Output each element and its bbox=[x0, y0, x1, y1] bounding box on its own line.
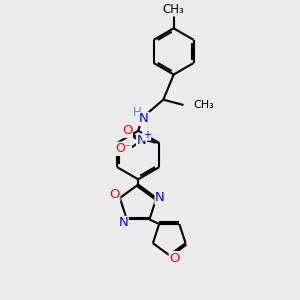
Text: +: + bbox=[143, 130, 151, 140]
Text: N: N bbox=[136, 134, 146, 147]
Text: CH₃: CH₃ bbox=[193, 100, 214, 110]
Text: O: O bbox=[169, 252, 180, 265]
Text: H: H bbox=[133, 106, 142, 119]
Text: N: N bbox=[118, 217, 128, 230]
Text: N: N bbox=[139, 112, 149, 125]
Text: O: O bbox=[122, 124, 133, 137]
Text: O: O bbox=[109, 188, 120, 202]
Text: CH₃: CH₃ bbox=[163, 3, 184, 16]
Text: O⁻: O⁻ bbox=[115, 142, 131, 155]
Text: N: N bbox=[155, 191, 165, 204]
